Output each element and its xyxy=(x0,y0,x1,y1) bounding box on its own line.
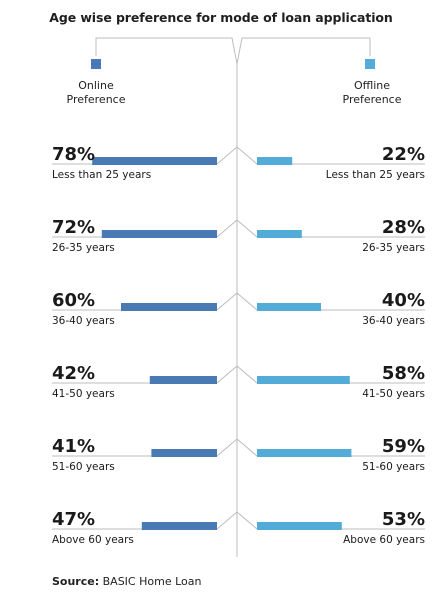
online-category-label: 26-35 years xyxy=(52,242,115,254)
online-value-label: 42% xyxy=(52,363,95,384)
offline-value-label: 40% xyxy=(382,290,425,311)
offline-bar xyxy=(257,303,321,311)
online-legend-line-2: Preference xyxy=(66,93,126,106)
row-kink-left xyxy=(216,511,238,530)
online-value-label: 72% xyxy=(52,217,95,238)
online-legend-label: Online Preference xyxy=(46,79,146,107)
online-value-label: 60% xyxy=(52,290,95,311)
online-bar xyxy=(101,230,217,238)
online-legend-swatch xyxy=(91,59,101,69)
online-value-label: 41% xyxy=(52,436,95,457)
chart-title: Age wise preference for mode of loan app… xyxy=(49,10,393,25)
online-legend-line-1: Online xyxy=(78,79,114,92)
offline-value-label: 22% xyxy=(382,144,425,165)
row-kink-right xyxy=(236,438,258,457)
online-category-label: 36-40 years xyxy=(52,315,115,327)
offline-category-label: Less than 25 years xyxy=(326,169,425,181)
online-value-label: 78% xyxy=(52,144,95,165)
row-kink-left xyxy=(216,219,238,238)
offline-category-label: 41-50 years xyxy=(362,388,425,400)
row-kink-right xyxy=(236,511,258,530)
offline-legend-swatch xyxy=(365,59,375,69)
row-kink-right xyxy=(236,146,258,165)
online-bar xyxy=(149,376,217,384)
row-kink-right xyxy=(236,365,258,384)
online-category-label: 41-50 years xyxy=(52,388,115,400)
online-category-label: Less than 25 years xyxy=(52,169,151,181)
header-connector-left xyxy=(95,37,238,65)
row-kink-right xyxy=(236,219,258,238)
online-category-label: Above 60 years xyxy=(52,534,134,546)
online-value-label: 47% xyxy=(52,509,95,530)
offline-category-label: 51-60 years xyxy=(362,461,425,473)
row-kink-left xyxy=(216,365,238,384)
offline-bar xyxy=(257,376,350,384)
source-note: Source: BASIC Home Loan xyxy=(52,575,201,588)
online-bar xyxy=(92,157,217,165)
offline-legend-line-1: Offline xyxy=(353,79,391,92)
offline-value-label: 53% xyxy=(382,509,425,530)
offline-legend-line-2: Preference xyxy=(342,93,402,106)
offline-value-label: 28% xyxy=(382,217,425,238)
online-bar xyxy=(141,522,217,530)
row-kink-left xyxy=(216,438,238,457)
source-label: Source: xyxy=(52,575,100,588)
offline-category-label: 26-35 years xyxy=(362,242,425,254)
offline-legend-label: Offline Preference xyxy=(322,79,422,107)
online-bar xyxy=(121,303,217,311)
row-kink-left xyxy=(216,146,238,165)
header-connector-right xyxy=(236,37,371,65)
offline-bar xyxy=(257,157,293,165)
offline-category-label: Above 60 years xyxy=(343,534,425,546)
online-category-label: 51-60 years xyxy=(52,461,115,473)
offline-bar xyxy=(257,522,342,530)
row-kink-left xyxy=(216,292,238,311)
row-kink-right xyxy=(236,292,258,311)
offline-value-label: 59% xyxy=(382,436,425,457)
offline-bar xyxy=(257,449,352,457)
offline-bar xyxy=(257,230,302,238)
offline-category-label: 36-40 years xyxy=(362,315,425,327)
offline-value-label: 58% xyxy=(382,363,425,384)
online-bar xyxy=(151,449,217,457)
source-text: BASIC Home Loan xyxy=(102,575,202,588)
